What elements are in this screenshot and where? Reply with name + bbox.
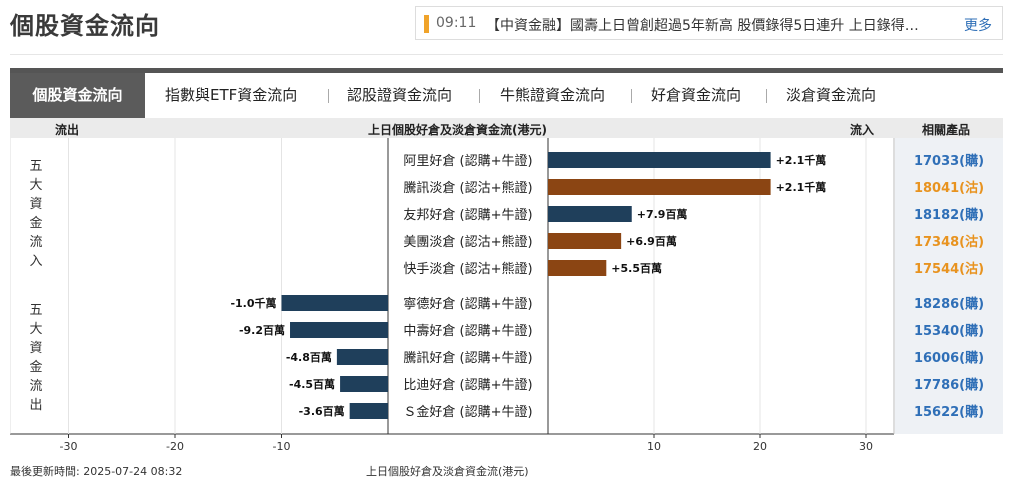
flow-value-label: +2.1千萬 xyxy=(776,153,827,167)
tab-separator xyxy=(479,89,480,103)
flow-value-label: -9.2百萬 xyxy=(239,323,285,337)
tab-separator xyxy=(328,89,329,103)
outflow-group-label: 五 xyxy=(29,303,42,318)
category-label: 美團淡倉 (認沽+熊證) xyxy=(403,234,532,250)
x-tick-label: -10 xyxy=(273,440,291,453)
flow-value-label: -4.5百萬 xyxy=(289,377,335,391)
outflow-group-label: 大 xyxy=(29,322,42,337)
chart-caption: 上日個股好倉及淡倉資金流(港元) xyxy=(366,465,529,478)
flow-value-label: +5.5百萬 xyxy=(611,261,662,275)
category-label: Ｓ金好倉 (認購+牛證) xyxy=(403,404,532,420)
outflow-group-label: 金 xyxy=(29,359,42,375)
last-updated: 最後更新時間: 2025-07-24 08:32 xyxy=(10,465,183,478)
flow-value-label: +6.9百萬 xyxy=(626,234,677,248)
title-divider xyxy=(10,54,1003,55)
flow-bar[interactable] xyxy=(336,349,388,365)
header-related-products: 相關產品 xyxy=(922,123,971,137)
flow-value-label: -4.8百萬 xyxy=(286,350,332,364)
ticker-time: 09:11 xyxy=(436,15,477,31)
tab-call-warrant-flow[interactable]: 認股證資金流向 xyxy=(347,86,453,104)
tab-separator xyxy=(631,89,632,103)
outflow-group-label: 出 xyxy=(29,398,42,413)
flow-value-label: -3.6百萬 xyxy=(299,404,345,418)
tab-short-flow[interactable]: 淡倉資金流向 xyxy=(786,86,877,104)
flow-bar[interactable] xyxy=(548,233,622,249)
tab-long-flow[interactable]: 好倉資金流向 xyxy=(651,86,742,104)
related-product-link[interactable]: 17348(沽) xyxy=(914,234,984,250)
category-label: 寧德好倉 (認購+牛證) xyxy=(403,296,532,312)
related-products-column xyxy=(895,138,1003,434)
category-label: 騰訊淡倉 (認沽+熊證) xyxy=(403,180,532,196)
tab-stock-flow[interactable]: 個股資金流向 xyxy=(10,73,145,118)
inflow-group-label: 流 xyxy=(29,235,42,250)
flow-bar[interactable] xyxy=(548,260,607,276)
outflow-group-label: 資 xyxy=(29,341,42,356)
x-tick-label: -30 xyxy=(60,440,78,453)
news-ticker[interactable]: 09:11 【中資金融】國壽上日曾創超過5年新高 股價錄得5日連升 上日錄得… … xyxy=(415,6,1003,40)
tab-index-etf-flow[interactable]: 指數與ETF資金流向 xyxy=(165,86,298,104)
category-label: 快手淡倉 (認沽+熊證) xyxy=(403,261,532,277)
related-product-link[interactable]: 18182(購) xyxy=(914,207,984,223)
flow-bar[interactable] xyxy=(349,403,388,419)
related-product-link[interactable]: 17033(購) xyxy=(914,153,984,169)
inflow-group-label: 金 xyxy=(29,215,42,231)
flow-bar[interactable] xyxy=(340,376,388,392)
inflow-group-label: 大 xyxy=(29,178,42,193)
flow-bar[interactable] xyxy=(290,322,388,338)
flow-bar[interactable] xyxy=(548,179,771,195)
x-tick-label: 30 xyxy=(859,440,873,453)
flow-value-label: +2.1千萬 xyxy=(776,180,827,194)
category-label: 比迪好倉 (認購+牛證) xyxy=(403,377,532,393)
more-news-link[interactable]: 更多 xyxy=(964,18,992,34)
category-label: 友邦好倉 (認購+牛證) xyxy=(403,207,532,223)
related-product-link[interactable]: 15622(購) xyxy=(914,404,984,420)
category-label: 阿里好倉 (認購+牛證) xyxy=(403,153,532,169)
header-outflow: 流出 xyxy=(55,123,80,137)
category-label: 中壽好倉 (認購+牛證) xyxy=(403,323,532,339)
related-product-link[interactable]: 16006(購) xyxy=(914,350,984,366)
fund-flow-chart: -30 -20 -10 10 20 30 五大資金流入五大資金流出 +2.1千萬 阿里好倉 (認… xyxy=(9,138,1003,460)
tab-separator xyxy=(766,89,767,103)
inflow-group-label: 入 xyxy=(29,254,42,269)
flow-bar[interactable] xyxy=(548,206,632,222)
table-header: 流出 上日個股好倉及淡倉資金流(港元) 流入 相關產品 xyxy=(10,118,1003,138)
header-inflow: 流入 xyxy=(850,123,875,137)
category-label: 騰訊好倉 (認購+牛證) xyxy=(403,350,532,366)
related-product-link[interactable]: 15340(購) xyxy=(914,323,984,339)
flow-value-label: +7.9百萬 xyxy=(637,207,688,221)
header-center-title: 上日個股好倉及淡倉資金流(港元) xyxy=(368,123,547,137)
related-product-link[interactable]: 18286(購) xyxy=(914,296,984,312)
related-product-link[interactable]: 18041(沽) xyxy=(914,180,984,196)
x-tick-label: -20 xyxy=(166,440,184,453)
x-tick-label: 10 xyxy=(647,440,661,453)
outflow-group-label: 流 xyxy=(29,379,42,394)
ticker-headline[interactable]: 【中資金融】國壽上日曾創超過5年新高 股價錄得5日連升 上日錄得… xyxy=(486,18,919,34)
flow-bar[interactable] xyxy=(548,152,771,168)
ticker-accent-bar xyxy=(424,15,429,33)
inflow-group-label: 五 xyxy=(29,159,42,174)
page-title: 個股資金流向 xyxy=(10,12,160,40)
x-tick-label: 20 xyxy=(753,440,767,453)
related-product-link[interactable]: 17544(沽) xyxy=(914,261,984,277)
inflow-group-label: 資 xyxy=(29,197,42,212)
flow-tabs: 個股資金流向 指數與ETF資金流向 認股證資金流向 牛熊證資金流向 好倉資金流向… xyxy=(10,68,1003,118)
related-product-link[interactable]: 17786(購) xyxy=(914,377,984,393)
flow-value-label: -1.0千萬 xyxy=(230,296,276,310)
tab-cbbc-flow[interactable]: 牛熊證資金流向 xyxy=(500,86,606,104)
flow-bar[interactable] xyxy=(281,295,389,311)
